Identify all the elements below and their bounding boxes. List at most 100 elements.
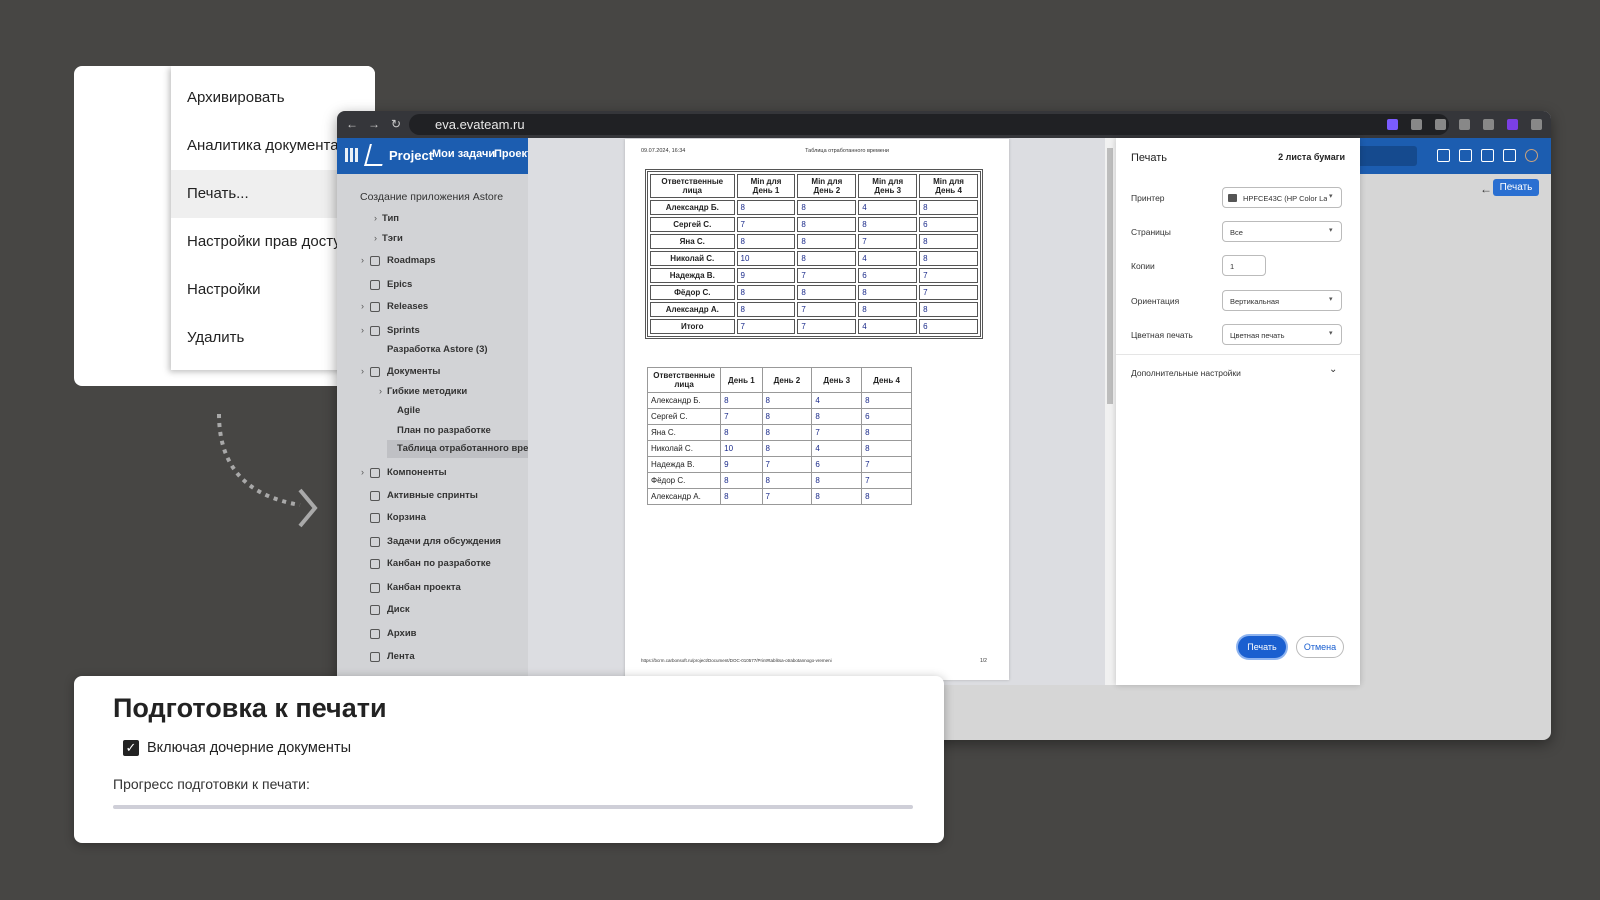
cancel-button[interactable]: Отмена [1296,636,1344,658]
row: Надежда В. 9 7 6 7 [650,268,978,283]
sidebar-item[interactable]: Архив [387,628,417,639]
extension-icon[interactable] [1531,119,1542,130]
expand-arrow[interactable]: › [374,213,377,223]
header-cell: Min для День 2 [797,174,857,198]
sidebar-item[interactable]: Канбан проекта [387,582,461,593]
nav-button[interactable]: ← [346,117,358,131]
expand-arrow[interactable]: › [374,233,377,243]
nav-link[interactable]: Мои задачи [432,148,496,160]
header-cell: Min для День 4 [919,174,978,198]
name-cell: Сергей С. [650,217,735,232]
dialog-title: Печать [1131,152,1168,164]
value-cell: 6 [811,456,863,473]
name-cell: Фёдор С. [646,472,722,489]
sidebar-item[interactable]: Тип [382,213,400,224]
field-control[interactable]: Все ▾ [1222,221,1342,242]
header-icon[interactable] [1437,149,1450,162]
field-value: 1 [1230,262,1235,271]
nav-button[interactable]: → [368,117,380,131]
sidebar-item[interactable]: Epics [387,279,413,290]
sidebar-item[interactable]: План по разработке [397,425,491,436]
progress-bar [113,805,913,809]
value-cell: 8 [736,302,796,317]
header-cell: Min для День 3 [858,174,918,198]
sidebar-item[interactable]: Releases [387,301,429,312]
nav-button[interactable]: ↻ [390,117,402,131]
row: Сергей С. 7 8 8 6 [650,217,978,232]
arrow-graphic [217,413,318,528]
sidebar-item[interactable]: Компоненты [387,467,447,478]
row: Александр Б. 8 8 4 8 [646,392,912,409]
sidebar-item[interactable]: Agile [397,405,421,416]
field-control[interactable]: 1 [1222,255,1266,276]
menu-item[interactable]: Настройки [187,281,261,298]
header-icon[interactable] [1481,149,1494,162]
expand-arrow[interactable]: › [361,325,364,335]
arrow-head [298,488,318,528]
value-cell: 8 [858,285,918,300]
extension-icon[interactable] [1483,119,1494,130]
url[interactable]: eva.evateam.ru [435,117,525,132]
sidebar-item[interactable]: Разработка Astore (3) [387,344,488,355]
expand-arrow[interactable]: › [361,366,364,376]
sidebar-item[interactable]: Корзина [387,512,426,523]
sidebar-item[interactable]: Sprints [387,325,420,336]
sidebar-icon [370,583,380,593]
value-cell: 6 [919,217,978,232]
expand-arrow[interactable]: › [361,301,364,311]
value-cell: 4 [811,440,863,457]
row: Итого 7 7 4 6 [650,319,978,334]
value-cell: 8 [720,392,763,409]
print-button[interactable]: Печать [1238,636,1286,658]
extension-icon[interactable] [1387,119,1398,130]
field-control[interactable]: Цветная печать ▾ [1222,324,1342,345]
sidebar-item[interactable]: Задачи для обсуждения [387,536,501,547]
sidebar-item[interactable]: Гибкие методики [387,386,468,397]
extension-icon[interactable] [1435,119,1446,130]
value-cell: 10 [736,251,796,266]
sidebar-icon [370,280,380,290]
app-print-button[interactable]: Печать [1493,179,1539,196]
header-icon[interactable] [1459,149,1472,162]
sidebar-item[interactable]: Диск [387,604,410,615]
menu-item[interactable]: Аналитика документа [187,137,339,154]
back-arrow[interactable]: ← [1480,182,1492,196]
sidebar-item[interactable]: Документы [387,366,441,377]
sidebar-item[interactable]: Roadmaps [387,255,436,266]
sidebar-item[interactable]: Тэги [382,233,403,244]
nav-link[interactable]: Project [389,148,434,163]
sidebar-item[interactable]: Активные спринты [387,490,478,501]
header-icon[interactable] [1525,149,1538,162]
value-cell: 6 [858,268,918,283]
dropdown-arrow: ▾ [1329,330,1333,337]
row: Яна С. 8 8 7 8 [646,424,912,441]
checkbox-label[interactable]: Включая дочерние документы [147,740,352,756]
sidebar-item[interactable]: Создание приложения Astore [360,191,504,203]
extension-icon[interactable] [1411,119,1422,130]
field-control[interactable]: HPFCE43C (HP Color LaserJet)▾ [1222,187,1342,208]
header-cell: Ответственные лица [646,367,722,393]
sidebar-item[interactable]: Таблица отработанного времени [397,443,528,454]
expand-chevron[interactable]: ⌄ [1329,364,1338,375]
menu-item[interactable]: Удалить [187,329,245,346]
sidebar-item[interactable]: Канбан по разработке [387,558,491,569]
field-control[interactable]: Вертикальная ▾ [1222,290,1342,311]
extension-icon[interactable] [1507,119,1518,130]
expand-arrow[interactable]: › [361,467,364,477]
expand-arrow[interactable]: › [379,386,382,396]
more-settings[interactable]: Дополнительные настройки [1131,368,1241,378]
extension-icon[interactable] [1459,119,1470,130]
menu-item[interactable]: Архивировать [187,89,285,106]
value-cell: 9 [720,456,763,473]
table2: Ответственные лица День 1 День 2 День 3 День… [646,367,912,505]
expand-arrow[interactable]: › [361,255,364,265]
menu-item[interactable]: Настройки прав доступа [187,233,358,250]
checkbox[interactable]: ✓ [123,740,139,756]
name-cell: Сергей С. [646,408,722,425]
sidebar-item[interactable]: Лента [387,651,415,662]
sidebar-icon [370,256,380,266]
apps-icon[interactable] [345,148,359,162]
browser-toolbar: ← → ↻ eva.evateam.ru [337,111,1551,138]
header-icon[interactable] [1503,149,1516,162]
